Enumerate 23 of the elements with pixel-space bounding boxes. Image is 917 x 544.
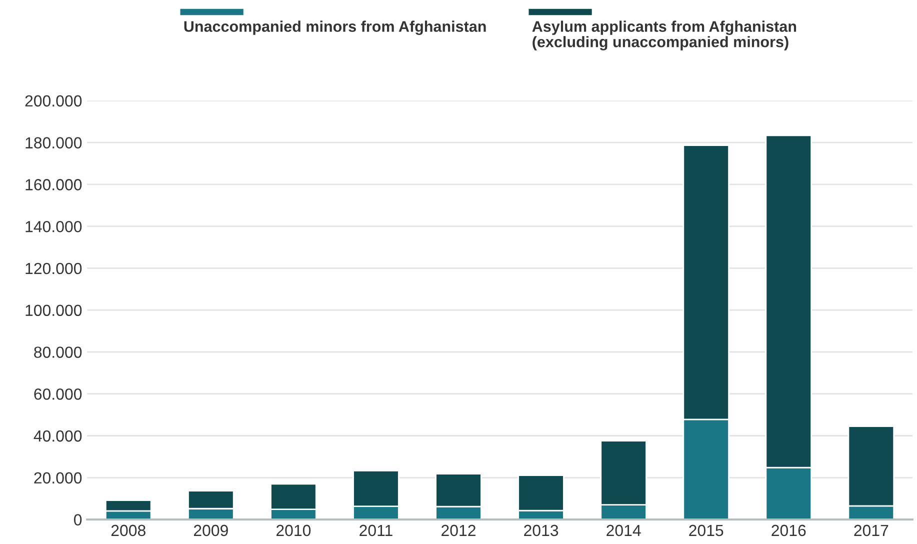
x-tick-label: 2016: [772, 524, 806, 536]
x-tick-label: 2008: [111, 524, 146, 536]
y-tick-label: 20.000: [34, 472, 82, 484]
x-tick-label: 2010: [276, 524, 311, 536]
x-tick-label: 2013: [524, 524, 558, 536]
x-tick-label: 2015: [689, 524, 724, 536]
legend-label: Asylum applicants from Afghanistan (excluding unaccompanied minors): [532, 20, 796, 50]
x-tick-label: 2012: [442, 524, 476, 536]
legend-label: Unaccompanied minors from Afghanistan: [184, 20, 486, 35]
y-tick-label: 140.000: [26, 220, 82, 232]
y-tick-label: 160.000: [26, 179, 82, 190]
y-tick-label: 60.000: [34, 388, 82, 400]
x-tick-label: 2011: [360, 524, 392, 536]
y-tick-label: 200.000: [25, 95, 82, 107]
y-tick-label: 100.000: [26, 304, 82, 316]
y-tick-label: 40.000: [34, 430, 82, 442]
y-tick-label: 80.000: [34, 346, 82, 358]
x-tick-label: 2017: [854, 524, 888, 536]
y-tick-label: 0: [74, 514, 82, 526]
x-tick-label: 2009: [194, 524, 228, 536]
x-tick-label: 2014: [606, 524, 641, 536]
y-tick-label: 120.000: [26, 262, 82, 274]
y-tick-label: 180.000: [26, 137, 82, 148]
